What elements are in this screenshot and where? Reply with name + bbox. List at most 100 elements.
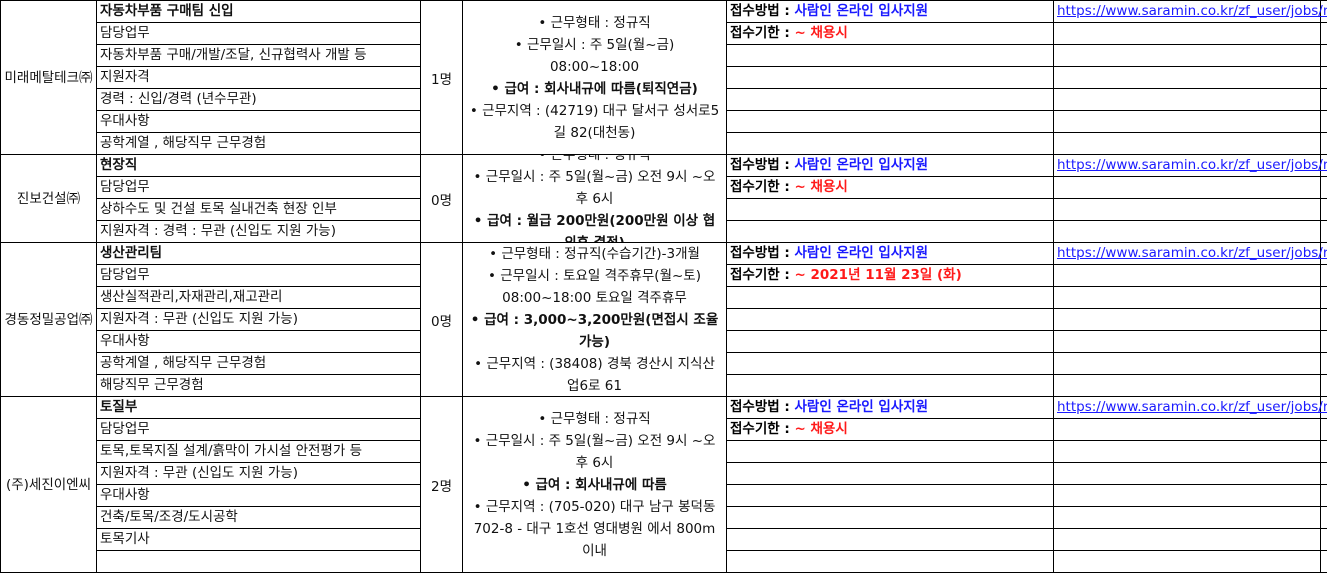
apply-cell[interactable]: [727, 441, 1054, 463]
job-posting-link[interactable]: https://www.saramin.co.kr/zf_user/jobs/r: [1057, 157, 1327, 173]
apply-cell[interactable]: 접수기한 : ~ 채용시: [727, 419, 1054, 441]
detail-cell[interactable]: 공학계열 , 해당직무 근무경험: [97, 133, 421, 155]
apply-cell[interactable]: [727, 111, 1054, 133]
apply-cell[interactable]: [727, 199, 1054, 221]
extra-cell[interactable]: [1321, 243, 1327, 265]
conditions-cell[interactable]: • 근무형태 : 정규직(수습기간)-3개월 • 근무일시 : 토요일 격주휴무(…: [463, 243, 727, 397]
apply-cell[interactable]: [727, 529, 1054, 551]
job-title-cell[interactable]: 생산관리팀: [97, 243, 421, 265]
detail-cell[interactable]: 담당업무: [97, 265, 421, 287]
link-cell[interactable]: [1054, 45, 1321, 67]
apply-cell[interactable]: [727, 485, 1054, 507]
apply-cell[interactable]: 접수방법 : 사람인 온라인 입사지원: [727, 1, 1054, 23]
link-cell[interactable]: [1054, 177, 1321, 199]
extra-cell[interactable]: [1321, 23, 1327, 45]
extra-cell[interactable]: [1321, 45, 1327, 67]
company-name-cell[interactable]: 진보건설㈜: [0, 155, 97, 243]
extra-cell[interactable]: [1321, 221, 1327, 243]
apply-cell[interactable]: [727, 463, 1054, 485]
apply-cell[interactable]: [727, 309, 1054, 331]
link-cell[interactable]: https://www.saramin.co.kr/zf_user/jobs/r: [1054, 397, 1327, 419]
link-cell[interactable]: [1054, 221, 1321, 243]
headcount-cell[interactable]: 1명: [421, 1, 463, 155]
extra-cell[interactable]: [1321, 485, 1327, 507]
conditions-cell[interactable]: • 근무형태 : 정규직 • 근무일시 : 주 5일(월~금) 오전 9시 ~오후…: [463, 155, 727, 243]
apply-cell[interactable]: 접수방법 : 사람인 온라인 입사지원: [727, 155, 1054, 177]
detail-cell[interactable]: 해당직무 근무경험: [97, 375, 421, 397]
detail-cell[interactable]: 우대사항: [97, 331, 421, 353]
extra-cell[interactable]: [1321, 529, 1327, 551]
link-cell[interactable]: [1054, 485, 1321, 507]
detail-cell[interactable]: 지원자격: [97, 67, 421, 89]
apply-cell[interactable]: [727, 331, 1054, 353]
job-posting-link[interactable]: https://www.saramin.co.kr/zf_user/jobs/r: [1057, 245, 1327, 261]
link-cell[interactable]: https://www.saramin.co.kr/zf_user/jobs/r: [1054, 155, 1327, 177]
company-name-cell[interactable]: 미래메탈테크㈜: [0, 1, 97, 155]
apply-cell[interactable]: 접수기한 : ~ 2021년 11월 23일 (화): [727, 265, 1054, 287]
extra-cell[interactable]: [1321, 199, 1327, 221]
extra-cell[interactable]: [1321, 67, 1327, 89]
extra-cell[interactable]: [1321, 111, 1327, 133]
detail-cell[interactable]: 우대사항: [97, 111, 421, 133]
link-cell[interactable]: [1054, 331, 1321, 353]
apply-cell[interactable]: [727, 67, 1054, 89]
headcount-cell[interactable]: 2명: [421, 397, 463, 573]
link-cell[interactable]: https://www.saramin.co.kr/zf_user/jobs/r: [1054, 243, 1327, 265]
apply-cell[interactable]: 접수방법 : 사람인 온라인 입사지원: [727, 397, 1054, 419]
job-title-cell[interactable]: 자동차부품 구매팀 신입: [97, 1, 421, 23]
link-cell[interactable]: [1054, 529, 1321, 551]
company-name-cell[interactable]: (주)세진이엔씨: [0, 397, 97, 573]
conditions-cell[interactable]: • 근무형태 : 정규직 • 근무일시 : 주 5일(월~금) 오전 9시 ~오후…: [463, 397, 727, 573]
extra-cell[interactable]: [1321, 353, 1327, 375]
link-cell[interactable]: [1054, 309, 1321, 331]
link-cell[interactable]: https://www.saramin.co.kr/zf_user/jobs/r: [1054, 1, 1327, 23]
extra-cell[interactable]: [1321, 507, 1327, 529]
detail-cell[interactable]: 지원자격 : 무관 (신입도 지원 가능): [97, 463, 421, 485]
extra-cell[interactable]: [1321, 133, 1327, 155]
detail-cell[interactable]: 상하수도 및 건설 토목 실내건축 현장 인부: [97, 199, 421, 221]
apply-cell[interactable]: [727, 45, 1054, 67]
link-cell[interactable]: [1054, 287, 1321, 309]
apply-cell[interactable]: [727, 133, 1054, 155]
detail-cell[interactable]: 건축/토목/조경/도시공학: [97, 507, 421, 529]
apply-cell[interactable]: [727, 353, 1054, 375]
detail-cell[interactable]: 토목기사: [97, 529, 421, 551]
extra-cell[interactable]: [1321, 177, 1327, 199]
headcount-cell[interactable]: 0명: [421, 243, 463, 397]
extra-cell[interactable]: [1321, 287, 1327, 309]
detail-cell[interactable]: 지원자격 : 무관 (신입도 지원 가능): [97, 309, 421, 331]
job-title-cell[interactable]: 토질부: [97, 397, 421, 419]
detail-cell[interactable]: 담당업무: [97, 23, 421, 45]
extra-cell[interactable]: [1321, 397, 1327, 419]
apply-cell[interactable]: [727, 507, 1054, 529]
apply-cell[interactable]: 접수기한 : ~ 채용시: [727, 23, 1054, 45]
detail-cell[interactable]: 생산실적관리,자재관리,재고관리: [97, 287, 421, 309]
link-cell[interactable]: [1054, 507, 1321, 529]
apply-cell[interactable]: [727, 375, 1054, 397]
job-title-cell[interactable]: 현장직: [97, 155, 421, 177]
extra-cell[interactable]: [1321, 331, 1327, 353]
extra-cell[interactable]: [1321, 309, 1327, 331]
apply-cell[interactable]: [727, 287, 1054, 309]
link-cell[interactable]: [1054, 89, 1321, 111]
extra-cell[interactable]: [1321, 375, 1327, 397]
link-cell[interactable]: [1054, 375, 1321, 397]
extra-cell[interactable]: [1321, 1, 1327, 23]
extra-cell[interactable]: [1321, 155, 1327, 177]
link-cell[interactable]: [1054, 67, 1321, 89]
link-cell[interactable]: [1054, 265, 1321, 287]
link-cell[interactable]: [1054, 111, 1321, 133]
company-name-cell[interactable]: 경동정밀공업㈜: [0, 243, 97, 397]
link-cell[interactable]: [1054, 133, 1321, 155]
apply-cell[interactable]: 접수방법 : 사람인 온라인 입사지원: [727, 243, 1054, 265]
job-posting-link[interactable]: https://www.saramin.co.kr/zf_user/jobs/r: [1057, 3, 1327, 19]
detail-cell[interactable]: 경력 : 신입/경력 (년수무관): [97, 89, 421, 111]
detail-cell[interactable]: 토목,토목지질 설계/흙막이 가시설 안전평가 등: [97, 441, 421, 463]
detail-cell[interactable]: 우대사항: [97, 485, 421, 507]
extra-cell[interactable]: [1321, 441, 1327, 463]
detail-cell[interactable]: 담당업무: [97, 419, 421, 441]
link-cell[interactable]: [1054, 23, 1321, 45]
conditions-cell[interactable]: • 근무형태 : 정규직 • 근무일시 : 주 5일(월~금) 08:00~18:…: [463, 1, 727, 155]
extra-cell[interactable]: [1321, 463, 1327, 485]
detail-cell[interactable]: 공학계열 , 해당직무 근무경험: [97, 353, 421, 375]
